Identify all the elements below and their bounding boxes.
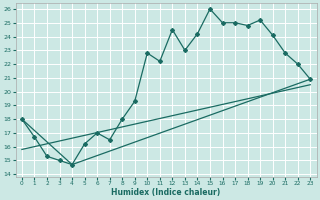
X-axis label: Humidex (Indice chaleur): Humidex (Indice chaleur) bbox=[111, 188, 221, 197]
